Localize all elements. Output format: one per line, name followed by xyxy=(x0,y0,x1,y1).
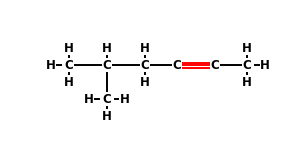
Text: H: H xyxy=(260,59,270,72)
Text: H: H xyxy=(120,93,130,106)
Text: C: C xyxy=(242,59,251,72)
Text: H: H xyxy=(140,42,149,55)
Text: H: H xyxy=(64,76,74,89)
Text: H: H xyxy=(83,93,93,106)
Text: H: H xyxy=(242,76,252,89)
Text: C: C xyxy=(172,59,181,72)
Text: C: C xyxy=(210,59,219,72)
Text: H: H xyxy=(46,59,55,72)
Text: H: H xyxy=(64,42,74,55)
Text: C: C xyxy=(64,59,73,72)
Text: C: C xyxy=(140,59,149,72)
Text: H: H xyxy=(242,42,252,55)
Text: C: C xyxy=(102,59,111,72)
Text: H: H xyxy=(102,42,111,55)
Text: C: C xyxy=(102,93,111,106)
Text: H: H xyxy=(140,76,149,89)
Text: H: H xyxy=(102,110,111,123)
